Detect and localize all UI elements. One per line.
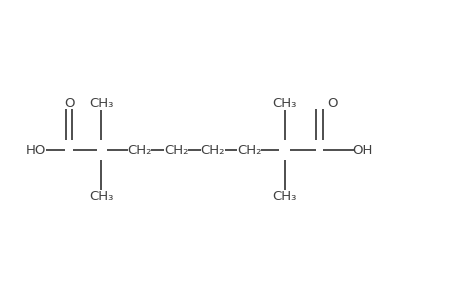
Text: CH₂: CH₂ <box>163 143 188 157</box>
Text: OH: OH <box>352 143 372 157</box>
Text: O: O <box>327 98 337 110</box>
Text: CH₃: CH₃ <box>89 98 113 110</box>
Text: CH₂: CH₂ <box>127 143 151 157</box>
Text: CH₃: CH₃ <box>272 190 297 202</box>
Text: CH₂: CH₂ <box>236 143 261 157</box>
Text: CH₂: CH₂ <box>200 143 224 157</box>
Text: HO: HO <box>25 143 46 157</box>
Text: O: O <box>64 98 74 110</box>
Text: CH₃: CH₃ <box>89 190 113 202</box>
Text: CH₃: CH₃ <box>272 98 297 110</box>
